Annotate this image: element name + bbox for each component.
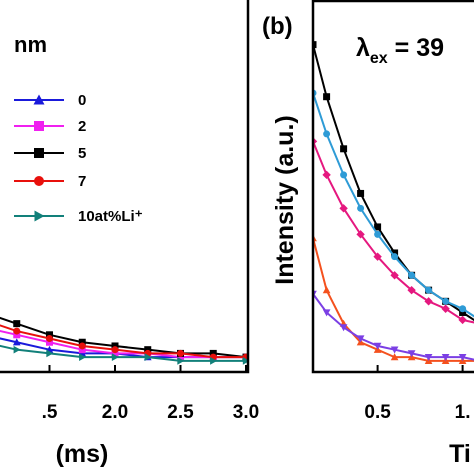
panel-label: (b)	[262, 13, 293, 40]
x-tick-label: .5	[42, 402, 58, 423]
marker	[13, 320, 21, 328]
marker	[46, 335, 53, 343]
marker	[356, 230, 365, 239]
x-tick-label: 0.5	[364, 402, 391, 423]
marker	[441, 304, 450, 313]
legend-label: 7	[78, 173, 86, 190]
marker	[356, 335, 365, 343]
panel-title: nm	[14, 32, 47, 57]
marker	[34, 210, 45, 222]
marker	[322, 309, 331, 317]
x-tick-label: 3.0	[233, 402, 259, 423]
marker	[340, 145, 348, 153]
marker	[442, 297, 450, 305]
x-axis-label: Ti	[449, 440, 471, 468]
marker	[407, 350, 416, 358]
marker	[46, 349, 54, 358]
marker	[339, 324, 348, 332]
marker	[242, 356, 248, 365]
marker	[390, 346, 399, 354]
legend-label: 2	[78, 118, 86, 135]
marker	[12, 338, 21, 346]
marker	[323, 93, 331, 101]
plot-area	[0, 316, 248, 365]
marker	[441, 353, 450, 361]
marker	[424, 297, 433, 306]
marker	[458, 315, 467, 325]
marker	[373, 342, 382, 350]
marker	[390, 271, 399, 280]
x-tick-label: 2.5	[167, 402, 194, 423]
marker	[111, 353, 119, 361]
marker	[78, 342, 86, 350]
plot-area	[313, 41, 474, 364]
marker	[177, 349, 184, 357]
marker	[79, 353, 87, 361]
marker	[391, 253, 399, 261]
marker	[408, 271, 416, 279]
marker	[144, 353, 152, 361]
marker	[323, 130, 331, 138]
marker	[340, 171, 348, 179]
annotation-rest: = 39	[388, 34, 444, 62]
marker	[322, 170, 331, 180]
marker	[357, 204, 365, 212]
x-tick-label: 1.	[455, 402, 471, 423]
marker	[424, 353, 433, 361]
marker	[111, 346, 119, 354]
marker	[13, 345, 21, 354]
marker	[373, 252, 382, 261]
marker	[13, 327, 21, 335]
annotation: λex = 39	[356, 34, 444, 67]
marker	[407, 285, 416, 295]
series-line	[313, 237, 474, 362]
legend-label: 5	[78, 145, 86, 162]
marker	[459, 305, 467, 313]
marker	[357, 189, 365, 197]
marker	[425, 286, 433, 294]
marker	[390, 353, 399, 361]
marker	[210, 356, 218, 365]
marker	[177, 356, 185, 365]
marker	[374, 230, 382, 238]
marker	[33, 94, 45, 105]
x-tick-label: 2.0	[102, 402, 128, 423]
x-axis-label: (ms)	[56, 440, 109, 468]
legend-label: 10at%Li⁺	[78, 208, 143, 225]
marker	[374, 223, 382, 231]
marker	[322, 286, 331, 294]
marker	[34, 176, 44, 186]
marker	[34, 148, 44, 158]
marker	[339, 204, 348, 213]
y-axis-label: Intensity (a.u.)	[271, 115, 299, 284]
marker	[34, 121, 44, 131]
annotation-symbol: λ	[356, 34, 370, 62]
marker	[458, 353, 467, 361]
annotation-sub: ex	[370, 50, 388, 67]
legend-label: 0	[78, 92, 86, 109]
plot-frame	[311, 0, 474, 374]
